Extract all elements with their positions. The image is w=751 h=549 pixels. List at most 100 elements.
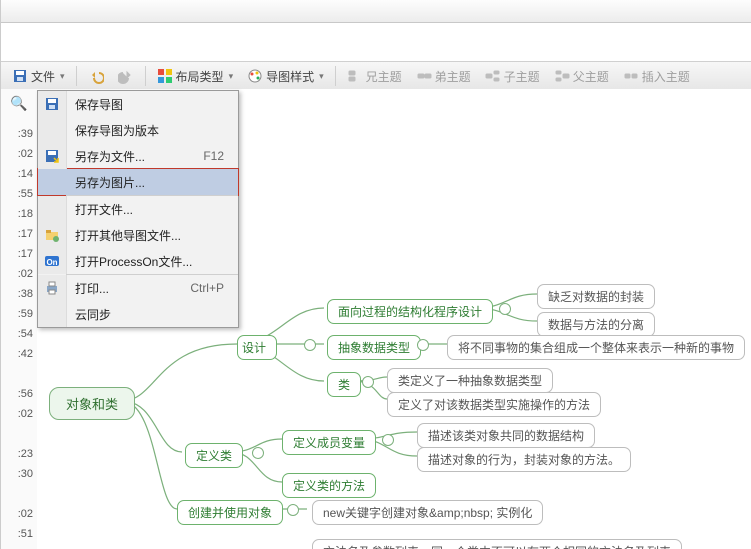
layout-type-button[interactable]: 布局类型 ▾ <box>150 65 241 88</box>
brother-topic-label: 弟主题 <box>435 68 471 85</box>
node-bottom[interactable]: 方法名及参数列表，同一个类中不可以有两个相同的方法名及列表 <box>312 539 682 549</box>
left-gutter: 🔍 :39:02:14:55:18:17:17:02:38:59:54:42:5… <box>1 89 38 549</box>
time-marker: :51 <box>18 528 33 542</box>
time-marker: :18 <box>18 208 33 222</box>
redo-button[interactable] <box>111 65 141 87</box>
main-toolbar: 文件 ▾ 布局类型 ▾ 导图样式 ▾ 兄主题 弟主题 子主题 父主题 插入主题 <box>1 62 751 91</box>
node-defclass[interactable]: 定义类 <box>185 443 243 468</box>
node-create[interactable]: 创建并使用对象 <box>177 500 283 525</box>
toolbar-separator <box>76 66 77 86</box>
node-label: 描述对象的行为，封装对象的方法。 <box>428 453 620 467</box>
time-marker: :59 <box>18 308 33 322</box>
menu-item[interactable]: 另存为文件...F12 <box>38 143 238 169</box>
redo-icon <box>118 68 134 84</box>
node-adt[interactable]: 抽象数据类型 <box>327 335 421 360</box>
node-label: new关键字创建对象&amp;nbsp; 实例化 <box>323 506 532 520</box>
menu-item[interactable]: 保存导图为版本 <box>38 117 238 143</box>
node-class-op[interactable]: 定义了对该数据类型实施操作的方法 <box>387 392 601 417</box>
file-menu-button[interactable]: 文件 ▾ <box>5 65 72 88</box>
parent-topic-label: 父主题 <box>573 68 609 85</box>
node-label: 定义类 <box>196 449 232 463</box>
insert-topic-button[interactable]: 插入主题 <box>616 65 697 88</box>
node-label: 定义类的方法 <box>293 479 365 493</box>
menu-item-label: 保存导图为版本 <box>67 122 224 139</box>
node-label: 方法名及参数列表，同一个类中不可以有两个相同的方法名及列表 <box>323 545 671 549</box>
node-label: 定义了对该数据类型实施操作的方法 <box>398 398 590 412</box>
parent-topic-button[interactable]: 父主题 <box>547 65 616 88</box>
expand-dot[interactable] <box>417 339 429 351</box>
saveas-icon <box>38 143 67 169</box>
child-topic-label: 子主题 <box>504 68 540 85</box>
node-sep[interactable]: 数据与方法的分离 <box>537 312 655 337</box>
node-label: 抽象数据类型 <box>338 341 410 355</box>
menu-item[interactable]: 保存导图 <box>38 91 238 117</box>
print-icon <box>38 275 67 301</box>
insert-icon <box>623 68 639 84</box>
expand-dot[interactable] <box>362 376 374 388</box>
time-marker: :55 <box>18 188 33 202</box>
topic-icon <box>554 68 570 84</box>
menu-item-shortcut: F12 <box>203 149 230 163</box>
file-menu-label: 文件 <box>31 68 55 85</box>
node-label: 对象和类 <box>66 397 118 412</box>
node-member-d2[interactable]: 描述对象的行为，封装对象的方法。 <box>417 447 631 472</box>
time-marker: :39 <box>18 128 33 142</box>
node-root[interactable]: 对象和类 <box>49 387 135 420</box>
expand-dot[interactable] <box>382 434 394 446</box>
node-label: 描述该类对象共同的数据结构 <box>428 429 584 443</box>
menu-item-label: 云同步 <box>67 306 224 323</box>
save-icon <box>12 68 28 84</box>
time-marker: :17 <box>18 248 33 262</box>
menu-item[interactable]: 另存为图片... <box>37 168 239 196</box>
menu-item-label: 打开其他导图文件... <box>67 227 224 244</box>
search-icon[interactable]: 🔍 <box>10 95 27 112</box>
topic-icon <box>485 68 501 84</box>
topic-icon <box>347 68 363 84</box>
brother-topic-button[interactable]: 弟主题 <box>409 65 478 88</box>
expand-dot[interactable] <box>287 504 299 516</box>
layout-type-label: 布局类型 <box>176 68 224 85</box>
node-member[interactable]: 定义成员变量 <box>282 430 376 455</box>
time-marker: :14 <box>18 168 33 182</box>
child-topic-button[interactable]: 子主题 <box>478 65 547 88</box>
node-new[interactable]: new关键字创建对象&amp;nbsp; 实例化 <box>312 500 543 525</box>
time-marker: :02 <box>18 148 33 162</box>
node-design[interactable]: 设计 <box>237 335 277 360</box>
menu-item[interactable]: 打开其他导图文件... <box>38 222 238 248</box>
menu-item[interactable]: 云同步 <box>38 301 238 327</box>
time-marker: :23 <box>18 448 33 462</box>
node-method[interactable]: 定义类的方法 <box>282 473 376 498</box>
expand-dot[interactable] <box>499 303 511 315</box>
node-label: 类定义了一种抽象数据类型 <box>398 374 542 388</box>
node-member-d1[interactable]: 描述该类对象共同的数据结构 <box>417 423 595 448</box>
node-lack[interactable]: 缺乏对数据的封装 <box>537 284 655 309</box>
node-adt-desc[interactable]: 将不同事物的集合组成一个整体来表示一种新的事物 <box>447 335 745 360</box>
topic-icon <box>416 68 432 84</box>
expand-dot[interactable] <box>304 339 316 351</box>
node-class[interactable]: 类 <box>327 372 361 397</box>
menu-item[interactable]: 打开文件... <box>38 196 238 222</box>
node-label: 类 <box>338 378 350 392</box>
time-marker: :02 <box>18 268 33 282</box>
node-label: 定义成员变量 <box>293 436 365 450</box>
time-marker: :02 <box>18 408 33 422</box>
chevron-down-icon: ▾ <box>319 71 324 82</box>
menu-item-label: 打印... <box>67 280 190 297</box>
menu-item[interactable]: 打印...Ctrl+P <box>38 275 238 301</box>
node-label: 将不同事物的集合组成一个整体来表示一种新的事物 <box>458 341 734 355</box>
chevron-down-icon: ▾ <box>229 71 234 82</box>
expand-dot[interactable] <box>252 447 264 459</box>
blank-icon <box>38 196 67 222</box>
node-label: 数据与方法的分离 <box>548 318 644 332</box>
menu-item[interactable]: On打开ProcessOn文件... <box>38 248 238 274</box>
undo-button[interactable] <box>81 65 111 87</box>
palette-icon <box>247 68 263 84</box>
blank-icon <box>38 301 67 327</box>
map-style-button[interactable]: 导图样式 ▾ <box>240 65 331 88</box>
sibling-topic-label: 兄主题 <box>366 68 402 85</box>
node-proc[interactable]: 面向过程的结构化程序设计 <box>327 299 493 324</box>
node-class-def[interactable]: 类定义了一种抽象数据类型 <box>387 368 553 393</box>
sibling-topic-button[interactable]: 兄主题 <box>340 65 409 88</box>
toolbar-separator <box>335 66 336 86</box>
node-label: 面向过程的结构化程序设计 <box>338 305 482 319</box>
